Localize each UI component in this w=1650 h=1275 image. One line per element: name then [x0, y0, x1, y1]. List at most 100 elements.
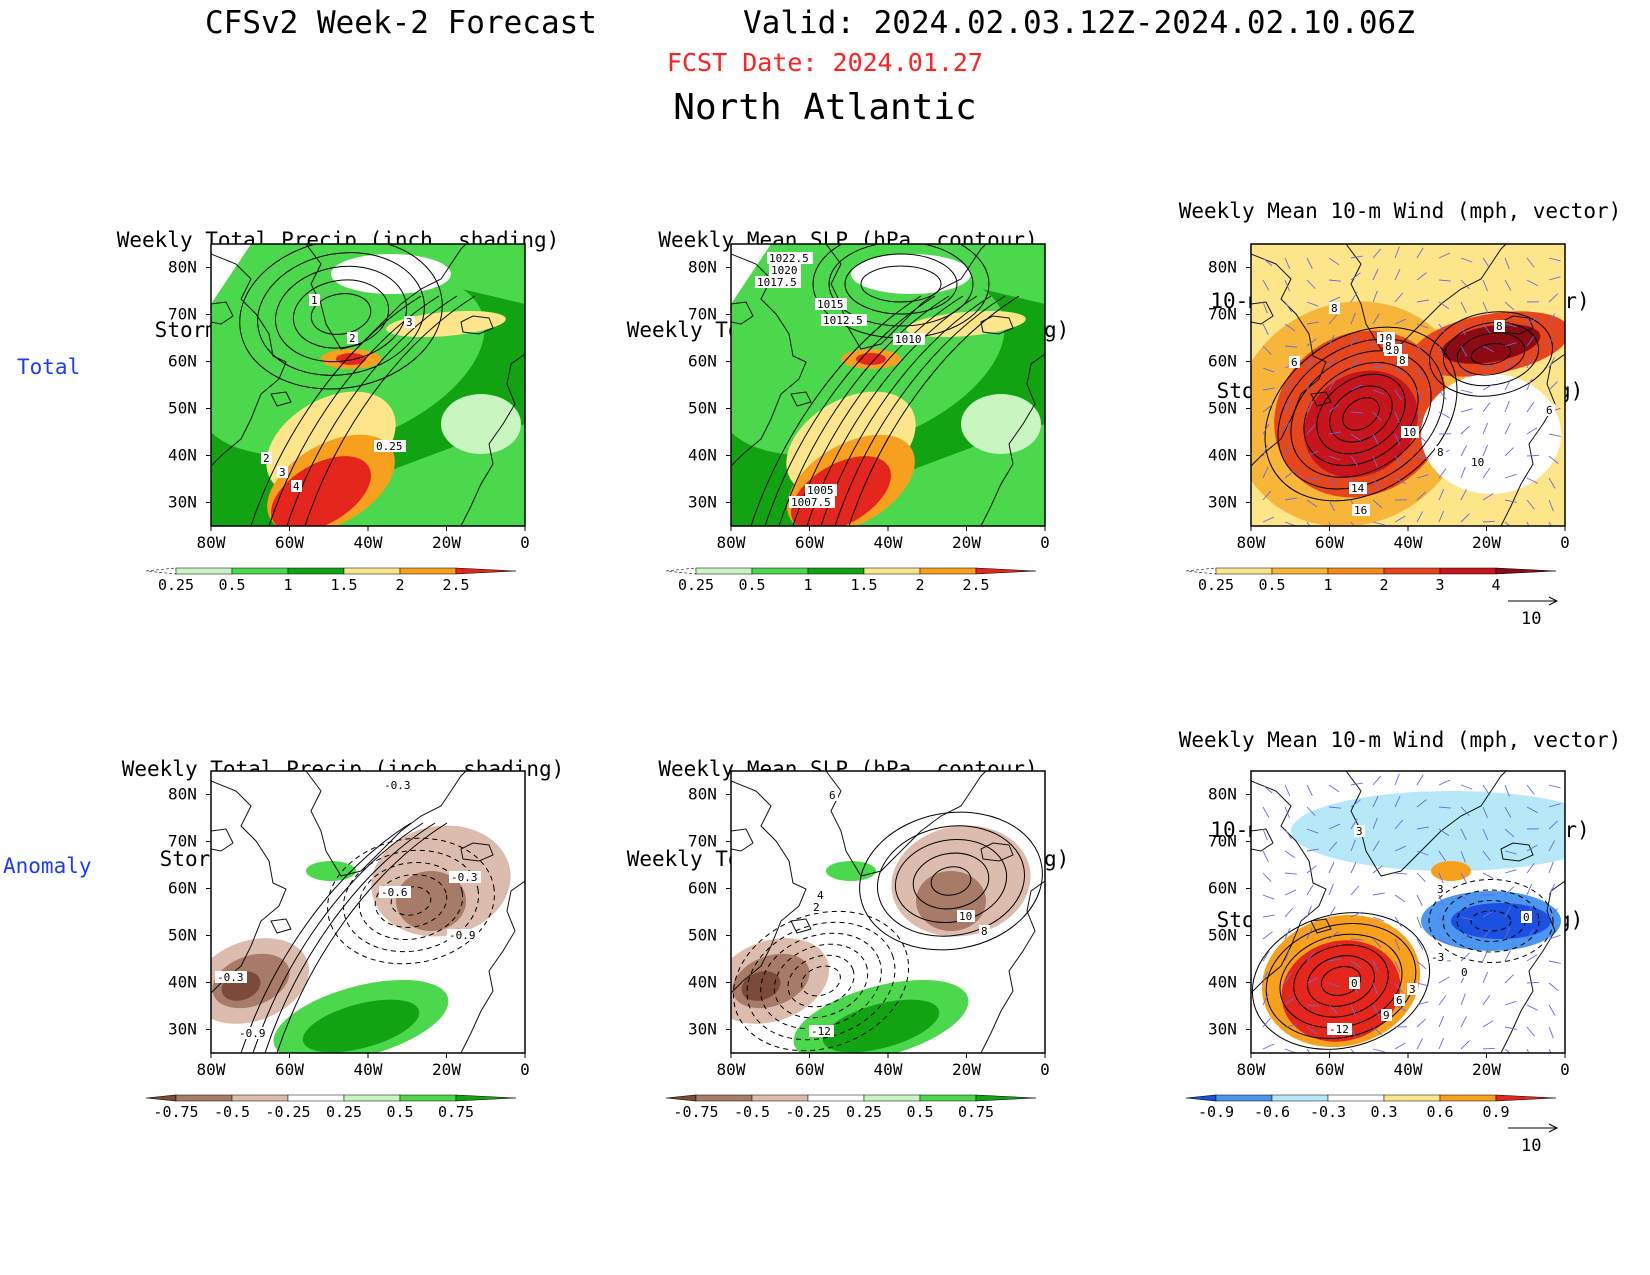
wind-vector — [1372, 268, 1379, 281]
contour-line — [342, 849, 480, 953]
wind-vector — [1548, 908, 1558, 918]
lat-tick-label: 30N — [1208, 493, 1237, 512]
lat-tick-label: 30N — [688, 1020, 717, 1039]
wind-vector — [1328, 404, 1339, 413]
wind-vector — [1262, 806, 1270, 818]
wind-vector — [1504, 784, 1510, 797]
wind-vector — [1372, 916, 1385, 922]
lat-tick-label: 70N — [1208, 832, 1237, 851]
wind-vector — [1504, 927, 1510, 940]
wind-vector — [1306, 865, 1317, 874]
wind-vector — [1460, 445, 1468, 457]
contour-line — [1320, 966, 1362, 996]
colorbar-label: 0.5 — [1258, 576, 1285, 594]
wind-vector — [1394, 246, 1400, 259]
wind-vector — [1394, 960, 1401, 973]
wind-vector — [1416, 491, 1427, 501]
wind-vector — [1504, 279, 1512, 291]
lon-tick-label: 40W — [1394, 533, 1423, 552]
lon-tick-label: 60W — [1315, 1060, 1344, 1079]
wind-vector — [1350, 960, 1362, 969]
colorbar: 0.25 0.5 1 2 3 4 — [1185, 567, 1557, 594]
contour-label: 8 — [1331, 302, 1338, 315]
lon-tick-label: 60W — [275, 1060, 304, 1079]
wind-vector — [1394, 872, 1407, 875]
wind-vector — [1284, 889, 1297, 896]
coastline — [1251, 828, 1274, 852]
wind-vector — [1548, 820, 1559, 830]
wind-vector — [1372, 313, 1380, 325]
wind-vector — [1328, 1048, 1332, 1053]
colorbar-end — [145, 1094, 177, 1102]
colorbar-label: 0.5 — [386, 1103, 413, 1121]
wind-vector — [1548, 477, 1556, 489]
wind-vector — [1284, 806, 1290, 819]
wind-vector — [1460, 408, 1473, 413]
coastline — [211, 828, 234, 852]
lon-tick-label: 40W — [354, 533, 383, 552]
contour-line — [912, 852, 990, 910]
wind-vector — [1328, 931, 1339, 940]
contour-label: 3 — [1437, 883, 1444, 896]
wind-vector — [1416, 389, 1422, 402]
wind-vector — [1504, 400, 1510, 413]
arrowhead — [1548, 1123, 1559, 1133]
wind-vector — [1416, 474, 1429, 479]
contour-label-bg — [382, 779, 414, 791]
contour-label-bg — [1354, 825, 1365, 837]
contour-label: 1022.5 — [769, 252, 809, 265]
wind-vector — [1526, 401, 1535, 413]
lon-tick-label: 0 — [1040, 533, 1050, 552]
wind-vector — [1262, 1043, 1275, 1050]
wind-vector — [1350, 799, 1361, 808]
lon-tick-label: 20W — [432, 1060, 461, 1079]
wind-vector — [1548, 381, 1558, 391]
coastline — [731, 301, 754, 325]
contour-line — [930, 866, 972, 896]
colorbar-label: -0.75 — [153, 1103, 198, 1121]
wind-vector — [1416, 916, 1422, 929]
lat-tick-label: 60N — [688, 879, 717, 898]
contour-line — [252, 822, 424, 1053]
lat-tick-label: 50N — [168, 399, 197, 418]
wind-vector — [1438, 916, 1447, 927]
contour-line — [1342, 397, 1380, 431]
wind-vector — [1526, 806, 1538, 814]
contour-line — [1470, 343, 1512, 365]
contour-label: 10 — [1471, 456, 1484, 469]
contour-line — [390, 886, 432, 916]
colorbar-end — [455, 1094, 517, 1102]
wind-vector — [1306, 279, 1316, 290]
vector-reference-label: 10 — [1521, 609, 1541, 629]
lat-tick-label: 50N — [168, 926, 197, 945]
map-panel-p21: -0.3 -0.3 -0.6 -0.9 -0.3 -0.9 80N 70N 60N 50N 40N 3… — [145, 770, 530, 1121]
wind-vector — [1438, 367, 1445, 380]
wind-vector — [1328, 906, 1336, 918]
colorbar-swatch — [287, 567, 345, 575]
contour-label: 6 — [1396, 994, 1403, 1007]
contour-label-bg — [1349, 977, 1360, 989]
wind-vector — [1394, 318, 1407, 325]
wind-vector — [1438, 1037, 1445, 1050]
contour-line — [1264, 326, 1458, 502]
wind-vector — [1438, 1015, 1445, 1028]
contour-label: 4 — [817, 889, 824, 902]
lon-tick-label: 60W — [795, 1060, 824, 1079]
wind-vector — [1372, 892, 1385, 896]
wind-vector — [1504, 806, 1512, 818]
colorbar-label: 1 — [803, 576, 812, 594]
lon-tick-label: 80W — [197, 533, 226, 552]
wind-vector — [1372, 865, 1383, 874]
contour-label-bg — [1521, 911, 1532, 923]
wind-vector — [1262, 971, 1268, 984]
wind-vector — [1504, 257, 1510, 270]
wind-vector — [1306, 1004, 1319, 1007]
coastline — [211, 253, 287, 467]
wind-vector — [1482, 784, 1491, 796]
contour-label: 0 — [1523, 911, 1530, 924]
coastline — [980, 353, 1045, 526]
wind-vector — [1416, 982, 1429, 987]
wind-vector — [1416, 345, 1426, 355]
